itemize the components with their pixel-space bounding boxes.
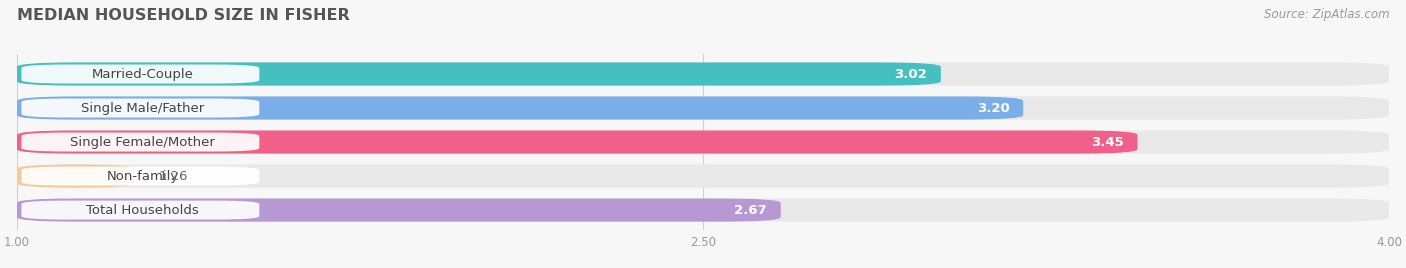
FancyBboxPatch shape — [17, 165, 1389, 188]
Text: Married-Couple: Married-Couple — [91, 68, 194, 80]
FancyBboxPatch shape — [17, 62, 941, 85]
FancyBboxPatch shape — [17, 131, 1137, 154]
FancyBboxPatch shape — [17, 96, 1389, 120]
Text: 3.02: 3.02 — [894, 68, 927, 80]
FancyBboxPatch shape — [21, 200, 259, 219]
Text: 2.67: 2.67 — [734, 204, 768, 217]
FancyBboxPatch shape — [17, 131, 1389, 154]
FancyBboxPatch shape — [17, 165, 136, 188]
FancyBboxPatch shape — [21, 167, 259, 185]
FancyBboxPatch shape — [21, 65, 259, 84]
FancyBboxPatch shape — [21, 133, 259, 151]
Text: Total Households: Total Households — [86, 204, 200, 217]
Text: Non-family: Non-family — [107, 170, 179, 183]
Text: MEDIAN HOUSEHOLD SIZE IN FISHER: MEDIAN HOUSEHOLD SIZE IN FISHER — [17, 8, 350, 23]
Text: 3.20: 3.20 — [977, 102, 1010, 114]
FancyBboxPatch shape — [17, 62, 1389, 85]
FancyBboxPatch shape — [17, 199, 780, 222]
Text: Source: ZipAtlas.com: Source: ZipAtlas.com — [1264, 8, 1389, 21]
Text: Single Female/Mother: Single Female/Mother — [70, 136, 215, 148]
FancyBboxPatch shape — [17, 199, 1389, 222]
Text: 1.26: 1.26 — [159, 170, 188, 183]
Text: Single Male/Father: Single Male/Father — [82, 102, 204, 114]
FancyBboxPatch shape — [21, 99, 259, 117]
Text: 3.45: 3.45 — [1091, 136, 1123, 148]
FancyBboxPatch shape — [17, 96, 1024, 120]
